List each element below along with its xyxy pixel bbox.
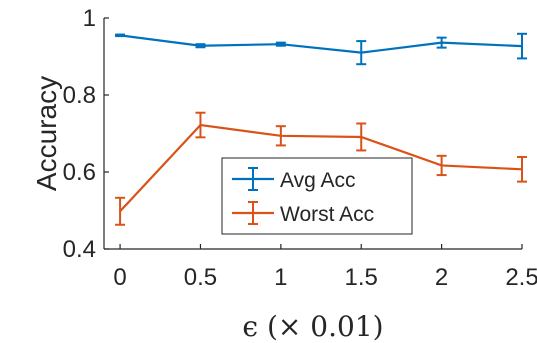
error-bar	[275, 41, 286, 47]
error-bar	[195, 43, 206, 49]
x-axis-ticks: 0 0.5 1 1.5 2 2.5	[113, 244, 537, 291]
y-tick-label: 0.8	[63, 82, 96, 109]
y-tick-label: 1	[83, 5, 96, 32]
x-axis-title: ϵ (× 0.01)	[242, 310, 383, 343]
series-1	[115, 111, 527, 226]
error-bar	[356, 122, 367, 152]
series-line	[119, 34, 523, 54]
x-tick-label: 1	[274, 264, 287, 291]
x-tick-label: 2.5	[505, 264, 537, 291]
y-tick-label: 0.6	[63, 159, 96, 186]
error-bar	[436, 36, 447, 49]
x-tick-label: 0.5	[184, 264, 217, 291]
x-tick-label: 0	[113, 264, 126, 291]
plot-frame	[103, 18, 522, 250]
y-axis-ticks: 0.4 0.6 0.8 1	[63, 5, 109, 263]
legend-label-worst-acc: Worst Acc	[280, 203, 374, 226]
legend-symbol-worst-acc	[232, 201, 274, 225]
x-tick-label: 1.5	[345, 264, 378, 291]
series-line	[119, 123, 523, 213]
error-bar	[115, 196, 126, 226]
error-bar	[115, 33, 126, 38]
y-tick-label: 0.4	[63, 236, 96, 263]
error-bar	[517, 155, 527, 183]
error-bar	[436, 154, 447, 177]
x-tick-label: 2	[435, 264, 448, 291]
series-0	[115, 32, 527, 66]
error-bar	[356, 40, 367, 66]
legend-label-avg-acc: Avg Acc	[280, 169, 356, 192]
legend: Avg Acc Worst Acc	[221, 157, 413, 235]
error-bar	[195, 111, 206, 139]
y-axis-title: Accuracy	[31, 76, 62, 191]
legend-symbol-avg-acc	[232, 167, 274, 191]
error-bar	[275, 125, 286, 147]
error-bar	[517, 32, 527, 60]
series-layer	[115, 32, 527, 226]
